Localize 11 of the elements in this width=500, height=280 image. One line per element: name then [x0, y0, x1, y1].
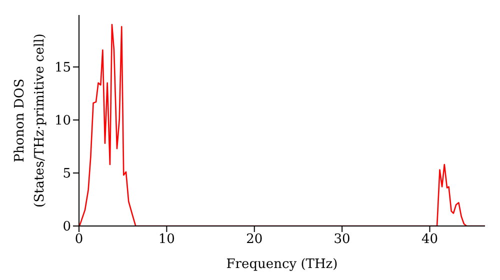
x-tick-label: 20	[246, 232, 263, 248]
x-tick-label: 10	[158, 232, 175, 248]
y-tick-label: 0	[62, 220, 71, 235]
x-tick-label: 30	[334, 232, 350, 248]
x-tick-label: 40	[421, 232, 438, 248]
y-axis-title: Phonon DOS (States/THz·primitive cell)	[12, 33, 48, 208]
y-tick-label: 5	[62, 166, 71, 182]
y-tick-label: 15	[54, 60, 71, 76]
x-axis-title: Frequency (THz)	[226, 257, 338, 272]
x-tick-label: 0	[74, 232, 84, 248]
y-tick-label: 10	[54, 114, 71, 129]
